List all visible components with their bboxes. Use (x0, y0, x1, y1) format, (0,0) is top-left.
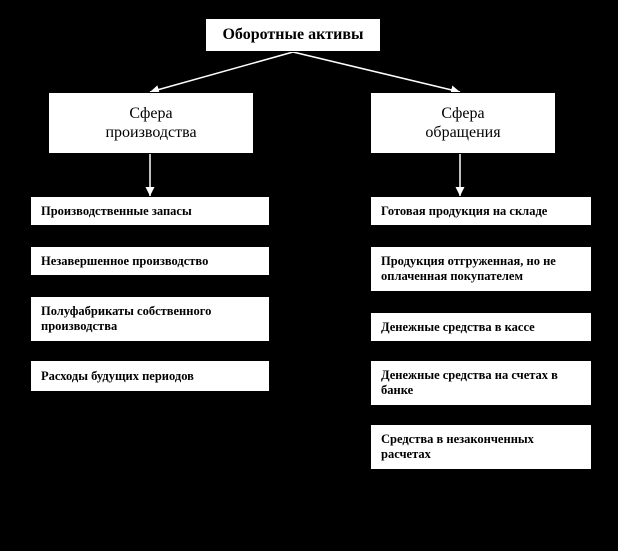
leaf-label: Денежные средства в кассе (381, 320, 535, 335)
leaf-label: Готовая продукция на складе (381, 204, 547, 219)
leaf-label: Расходы будущих периодов (41, 369, 194, 384)
leaf-label: Денежные средства на счетах в банке (381, 368, 581, 398)
leaf-label: Продукция отгруженная, но не оплаченная … (381, 254, 581, 284)
leaf-label: Полуфабрикаты собственного производства (41, 304, 259, 334)
leaf-production-2: Полуфабрикаты собственного производства (30, 296, 270, 342)
leaf-circulation-1: Продукция отгруженная, но не оплаченная … (370, 246, 592, 292)
sphere-circulation-line2: обращения (425, 123, 500, 142)
sphere-production-line2: производства (105, 123, 196, 142)
leaf-circulation-3: Денежные средства на счетах в банке (370, 360, 592, 406)
sphere-circulation: Сфера обращения (370, 92, 556, 154)
leaf-production-1: Незавершенное производство (30, 246, 270, 276)
leaf-circulation-4: Средства в незаконченных расчетах (370, 424, 592, 470)
leaf-circulation-0: Готовая продукция на складе (370, 196, 592, 226)
leaf-label: Средства в незаконченных расчетах (381, 432, 581, 462)
leaf-production-3: Расходы будущих периодов (30, 360, 270, 392)
root-label: Оборотные активы (222, 25, 363, 44)
root-node: Оборотные активы (205, 18, 381, 52)
leaf-production-0: Производственные запасы (30, 196, 270, 226)
sphere-production-line1: Сфера (129, 104, 172, 123)
leaf-label: Незавершенное производство (41, 254, 208, 269)
sphere-circulation-line1: Сфера (441, 104, 484, 123)
leaf-circulation-2: Денежные средства в кассе (370, 312, 592, 342)
leaf-label: Производственные запасы (41, 204, 192, 219)
sphere-production: Сфера производства (48, 92, 254, 154)
